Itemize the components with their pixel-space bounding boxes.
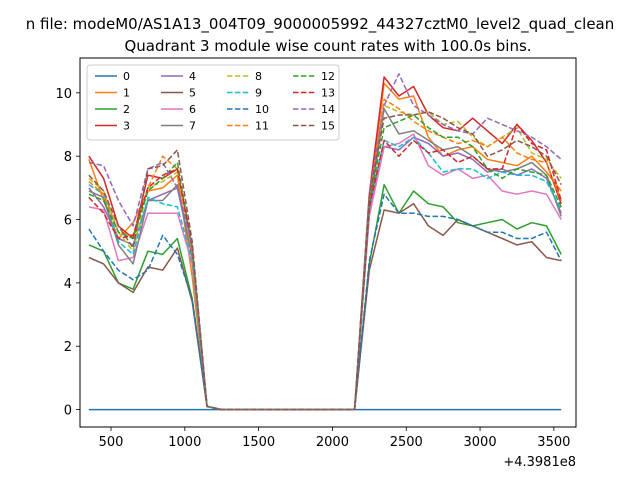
y-tick-label-0: 0 bbox=[64, 404, 72, 419]
legend-label-1: 1 bbox=[123, 87, 130, 100]
x-tick-label-500: 500 bbox=[99, 435, 124, 450]
chart-title: Quadrant 3 module wise count rates with … bbox=[124, 37, 531, 55]
figure-title: n file: modeM0/AS1A13_004T09_9000005992_… bbox=[26, 15, 615, 34]
legend-label-7: 7 bbox=[189, 120, 196, 133]
legend-label-0: 0 bbox=[123, 70, 130, 83]
x-tick-label-3000: 3000 bbox=[464, 435, 497, 450]
y-tick-label-2: 2 bbox=[64, 340, 72, 355]
legend-label-8: 8 bbox=[255, 70, 262, 83]
x-tick-label-1000: 1000 bbox=[168, 435, 201, 450]
legend-label-15: 15 bbox=[321, 120, 335, 133]
x-tick-label-3500: 3500 bbox=[537, 435, 570, 450]
y-tick-label-10: 10 bbox=[55, 87, 72, 102]
legend-label-3: 3 bbox=[123, 120, 130, 133]
legend-label-9: 9 bbox=[255, 87, 262, 100]
x-offset-label: +4.3981e8 bbox=[503, 455, 576, 470]
y-tick-label-6: 6 bbox=[64, 214, 72, 229]
series-line-6 bbox=[88, 133, 562, 411]
legend-box bbox=[86, 64, 340, 141]
legend-label-12: 12 bbox=[321, 70, 335, 83]
plot-area bbox=[88, 73, 562, 411]
series-line-12 bbox=[88, 114, 562, 411]
series-line-5 bbox=[88, 202, 562, 411]
x-tick-label-1500: 1500 bbox=[242, 435, 275, 450]
legend-label-10: 10 bbox=[255, 103, 269, 116]
series-line-13 bbox=[88, 123, 562, 411]
legend-label-4: 4 bbox=[189, 70, 196, 83]
series-line-7 bbox=[88, 107, 562, 411]
plot-frame bbox=[79, 57, 577, 428]
series-line-9 bbox=[88, 136, 562, 411]
legend-label-6: 6 bbox=[189, 103, 196, 116]
legend-label-5: 5 bbox=[189, 87, 196, 100]
legend-label-2: 2 bbox=[123, 103, 130, 116]
series-line-10 bbox=[88, 193, 562, 411]
x-tick-label-2000: 2000 bbox=[316, 435, 349, 450]
y-tick-label-8: 8 bbox=[64, 150, 72, 165]
x-tick-label-2500: 2500 bbox=[390, 435, 423, 450]
series-line-8 bbox=[88, 104, 562, 411]
series-line-2 bbox=[88, 183, 562, 411]
legend-label-14: 14 bbox=[321, 103, 335, 116]
legend-label-11: 11 bbox=[255, 120, 269, 133]
legend-label-13: 13 bbox=[321, 87, 335, 100]
axes: 500 1000 1500 2000 2500 3000 3500 0 2 4 6 8 10 bbox=[55, 87, 570, 450]
series-line-15 bbox=[88, 111, 562, 411]
y-tick-label-4: 4 bbox=[64, 277, 72, 292]
